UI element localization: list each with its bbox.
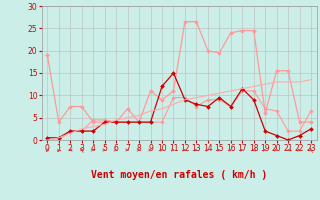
Text: Vent moyen/en rafales ( km/h ): Vent moyen/en rafales ( km/h )	[91, 170, 267, 180]
